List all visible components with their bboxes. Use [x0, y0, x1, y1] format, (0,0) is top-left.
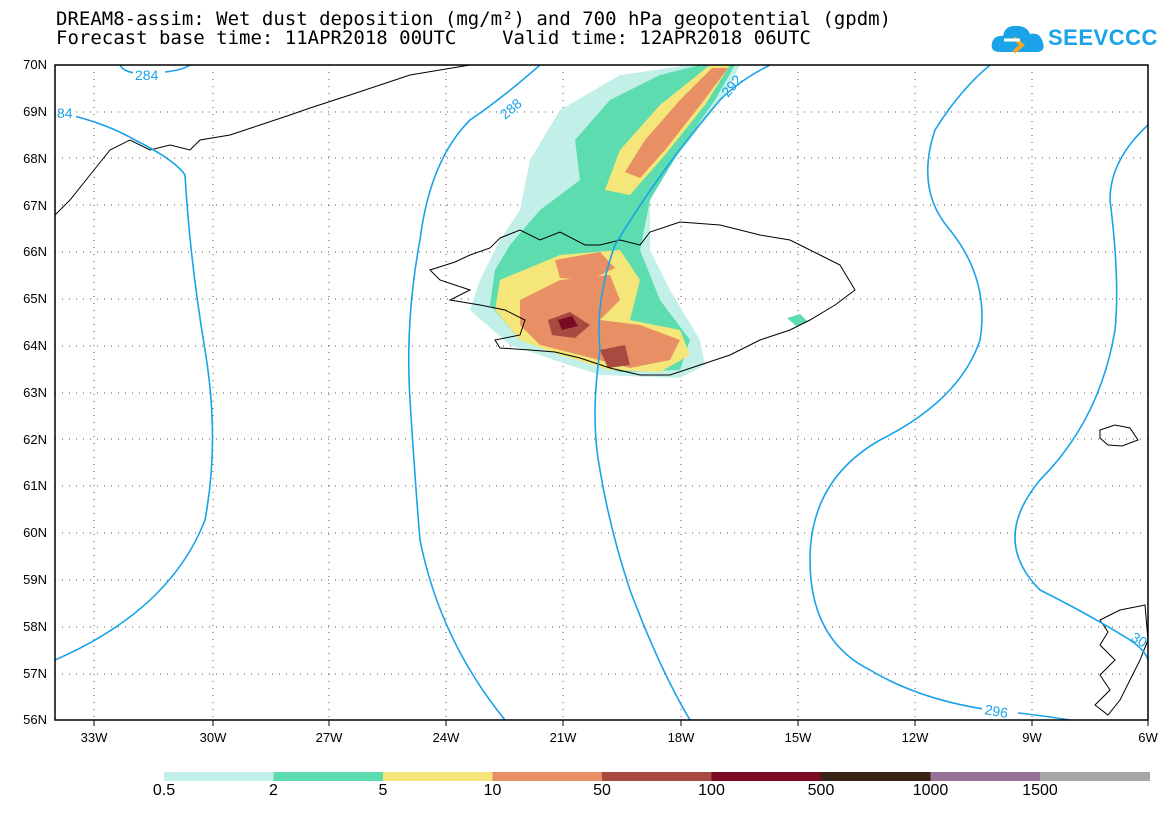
legend-swatch — [492, 772, 603, 781]
legend-swatch — [930, 772, 1041, 781]
lon-label: 6W — [1138, 730, 1158, 745]
contour-300 — [1014, 124, 1149, 661]
legend-label: 1000 — [912, 782, 949, 799]
lon-label: 33W — [81, 730, 108, 745]
legend-label: 0.5 — [152, 782, 176, 799]
map-title-line-1: DREAM8-assim: Wet dust deposition (mg/m²… — [56, 8, 892, 30]
contour-292 — [594, 64, 771, 721]
legend-label: 1500 — [1022, 782, 1058, 799]
lat-label: 58N — [23, 619, 47, 634]
seevccc-logo: SEEVCCC — [990, 18, 1157, 58]
lat-label: 69N — [23, 104, 47, 119]
lat-label: 65N — [23, 291, 47, 306]
lon-label: 18W — [668, 730, 695, 745]
coastlines — [54, 64, 1149, 716]
lat-label: 62N — [23, 432, 47, 447]
lon-label: 24W — [433, 730, 460, 745]
lat-label: 57N — [23, 666, 47, 681]
contour-label-300: 30 — [1129, 629, 1151, 651]
lat-label: 68N — [23, 151, 47, 166]
lon-label: 21W — [550, 730, 577, 745]
legend-label: 5 — [378, 782, 388, 799]
legend-swatch — [602, 772, 712, 781]
iceland-coastline — [429, 221, 856, 376]
contour-296 — [809, 64, 1071, 721]
contour-288 — [407, 64, 541, 721]
legend-label: 50 — [593, 782, 611, 799]
lat-label: 64N — [23, 338, 47, 353]
legend-label: 100 — [698, 782, 725, 799]
legend-swatch — [711, 772, 822, 781]
legend-swatch — [1040, 772, 1150, 781]
lon-label: 9W — [1022, 730, 1042, 745]
lat-label: 60N — [23, 525, 47, 540]
lat-label: 66N — [23, 244, 47, 259]
lon-label: 12W — [902, 730, 929, 745]
lat-label: 61N — [23, 478, 47, 493]
legend-swatch — [383, 772, 493, 781]
faroe-coastline — [1099, 424, 1139, 447]
geopotential-contours — [54, 64, 1149, 721]
legend-swatch — [164, 772, 274, 781]
legend-colorbar — [164, 772, 1150, 781]
legend-swatch — [821, 772, 931, 781]
contour-label-84: 84 — [57, 105, 73, 121]
contour-284-west — [54, 111, 214, 661]
legend-label: 500 — [807, 782, 835, 799]
dust-deposition-field — [470, 65, 808, 378]
logo-text: SEEVCCC — [1048, 25, 1158, 50]
legend-label: 10 — [483, 782, 502, 799]
map-title-line-2: Forecast base time: 11APR2018 00UTC Vali… — [56, 27, 811, 49]
contour-labels: 284 84 288 292 296 30 — [56, 66, 1150, 721]
lat-label: 56N — [23, 712, 47, 727]
lon-label: 15W — [785, 730, 812, 745]
scotland-coastline — [1094, 604, 1149, 716]
lat-label: 70N — [23, 57, 47, 72]
contour-label-288: 288 — [497, 95, 525, 122]
graticule — [55, 65, 1148, 720]
lon-label: 27W — [316, 730, 343, 745]
contour-label-296: 296 — [983, 701, 1009, 721]
map-frame — [54, 64, 1149, 721]
contour-label-284: 284 — [135, 67, 159, 83]
axis-ticks — [93, 720, 1149, 726]
lat-label: 59N — [23, 572, 47, 587]
cloud-icon — [991, 25, 1044, 54]
latitude-labels: 70N 69N 68N 67N 66N 65N 64N 63N 62N 61N … — [23, 57, 47, 727]
greenland-coastline — [54, 64, 471, 216]
lon-label: 30W — [200, 730, 227, 745]
longitude-labels: 33W 30W 27W 24W 21W 18W 15W 12W 9W 6W — [81, 730, 1159, 745]
lat-label: 63N — [23, 385, 47, 400]
lat-label: 67N — [23, 198, 47, 213]
legend-label: 2 — [269, 782, 278, 799]
legend-swatch — [273, 772, 384, 781]
